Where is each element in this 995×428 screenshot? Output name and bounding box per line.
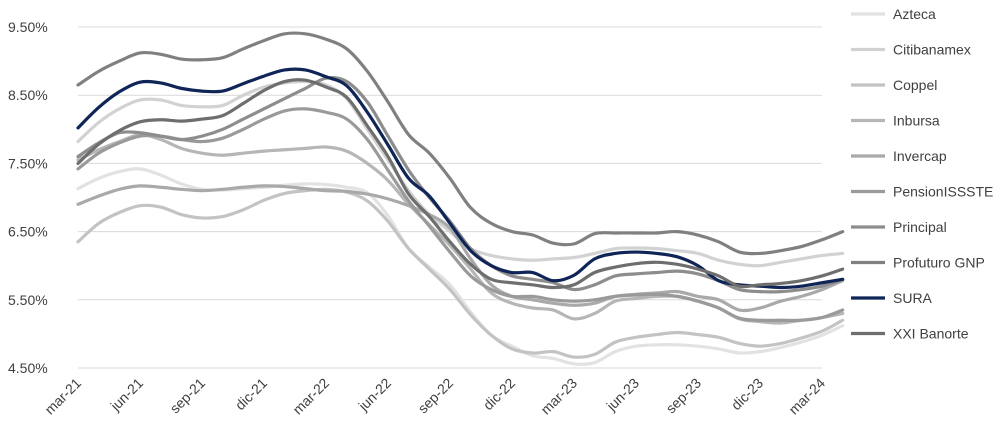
legend-label-principal: Principal [893,219,947,235]
x-axis: mar-21 jun-21 sep-21 dic-21 mar-22 jun-22 sep-… [41,375,828,418]
legend-label-sura: SURA [893,290,933,306]
x-tick-label: jun-23 [603,375,643,415]
legend-label-pensionissste: PensionISSSTE [893,184,993,200]
y-tick-label: 6.50% [8,224,48,240]
legend-label-profuturo-gnp: Profuturo GNP [893,255,985,271]
x-tick-label: jun-22 [355,375,395,415]
series-line-xxi-banorte [76,78,845,290]
x-tick-label: sep-23 [663,375,705,417]
x-tick-label: sep-22 [415,375,457,417]
y-tick-label: 7.50% [8,155,48,171]
x-tick-label: dic-22 [480,375,518,413]
series-line-sura [76,67,845,290]
y-tick-label: 4.50% [8,360,48,376]
y-tick-label: 8.50% [8,87,48,103]
legend-label-xxi-banorte: XXI Banorte [893,326,969,342]
x-tick-label: mar-23 [537,375,580,418]
series-line-coppel [76,187,845,359]
legend-label-azteca: Azteca [893,6,936,22]
x-tick-label: mar-24 [785,375,828,418]
y-tick-label: 9.50% [8,19,48,35]
legend-label-invercap: Invercap [893,148,947,164]
legend-label-coppel: Coppel [893,77,937,93]
x-tick-label: jun-21 [107,375,147,415]
series-line-invercap [76,184,845,313]
y-axis: 9.50% 8.50% 7.50% 6.50% 5.50% 4.50% [8,19,48,376]
legend: Azteca Citibanamex Coppel Inbursa Invercap Pe… [851,6,993,342]
x-tick-label: dic-21 [232,375,270,413]
x-tick-label: sep-21 [167,375,209,417]
series-line-profuturo-gnp [76,31,845,256]
series-line-pensionissste [76,107,845,323]
legend-label-citibanamex: Citibanamex [893,42,971,58]
x-tick-label: dic-23 [728,375,766,413]
gridlines [78,26,822,369]
x-tick-label: mar-21 [41,375,84,418]
legend-label-inbursa: Inbursa [893,113,940,129]
y-tick-label: 5.50% [8,292,48,308]
series-line-principal [76,76,845,294]
series-lines [76,31,845,366]
x-tick-label: mar-22 [289,375,332,418]
